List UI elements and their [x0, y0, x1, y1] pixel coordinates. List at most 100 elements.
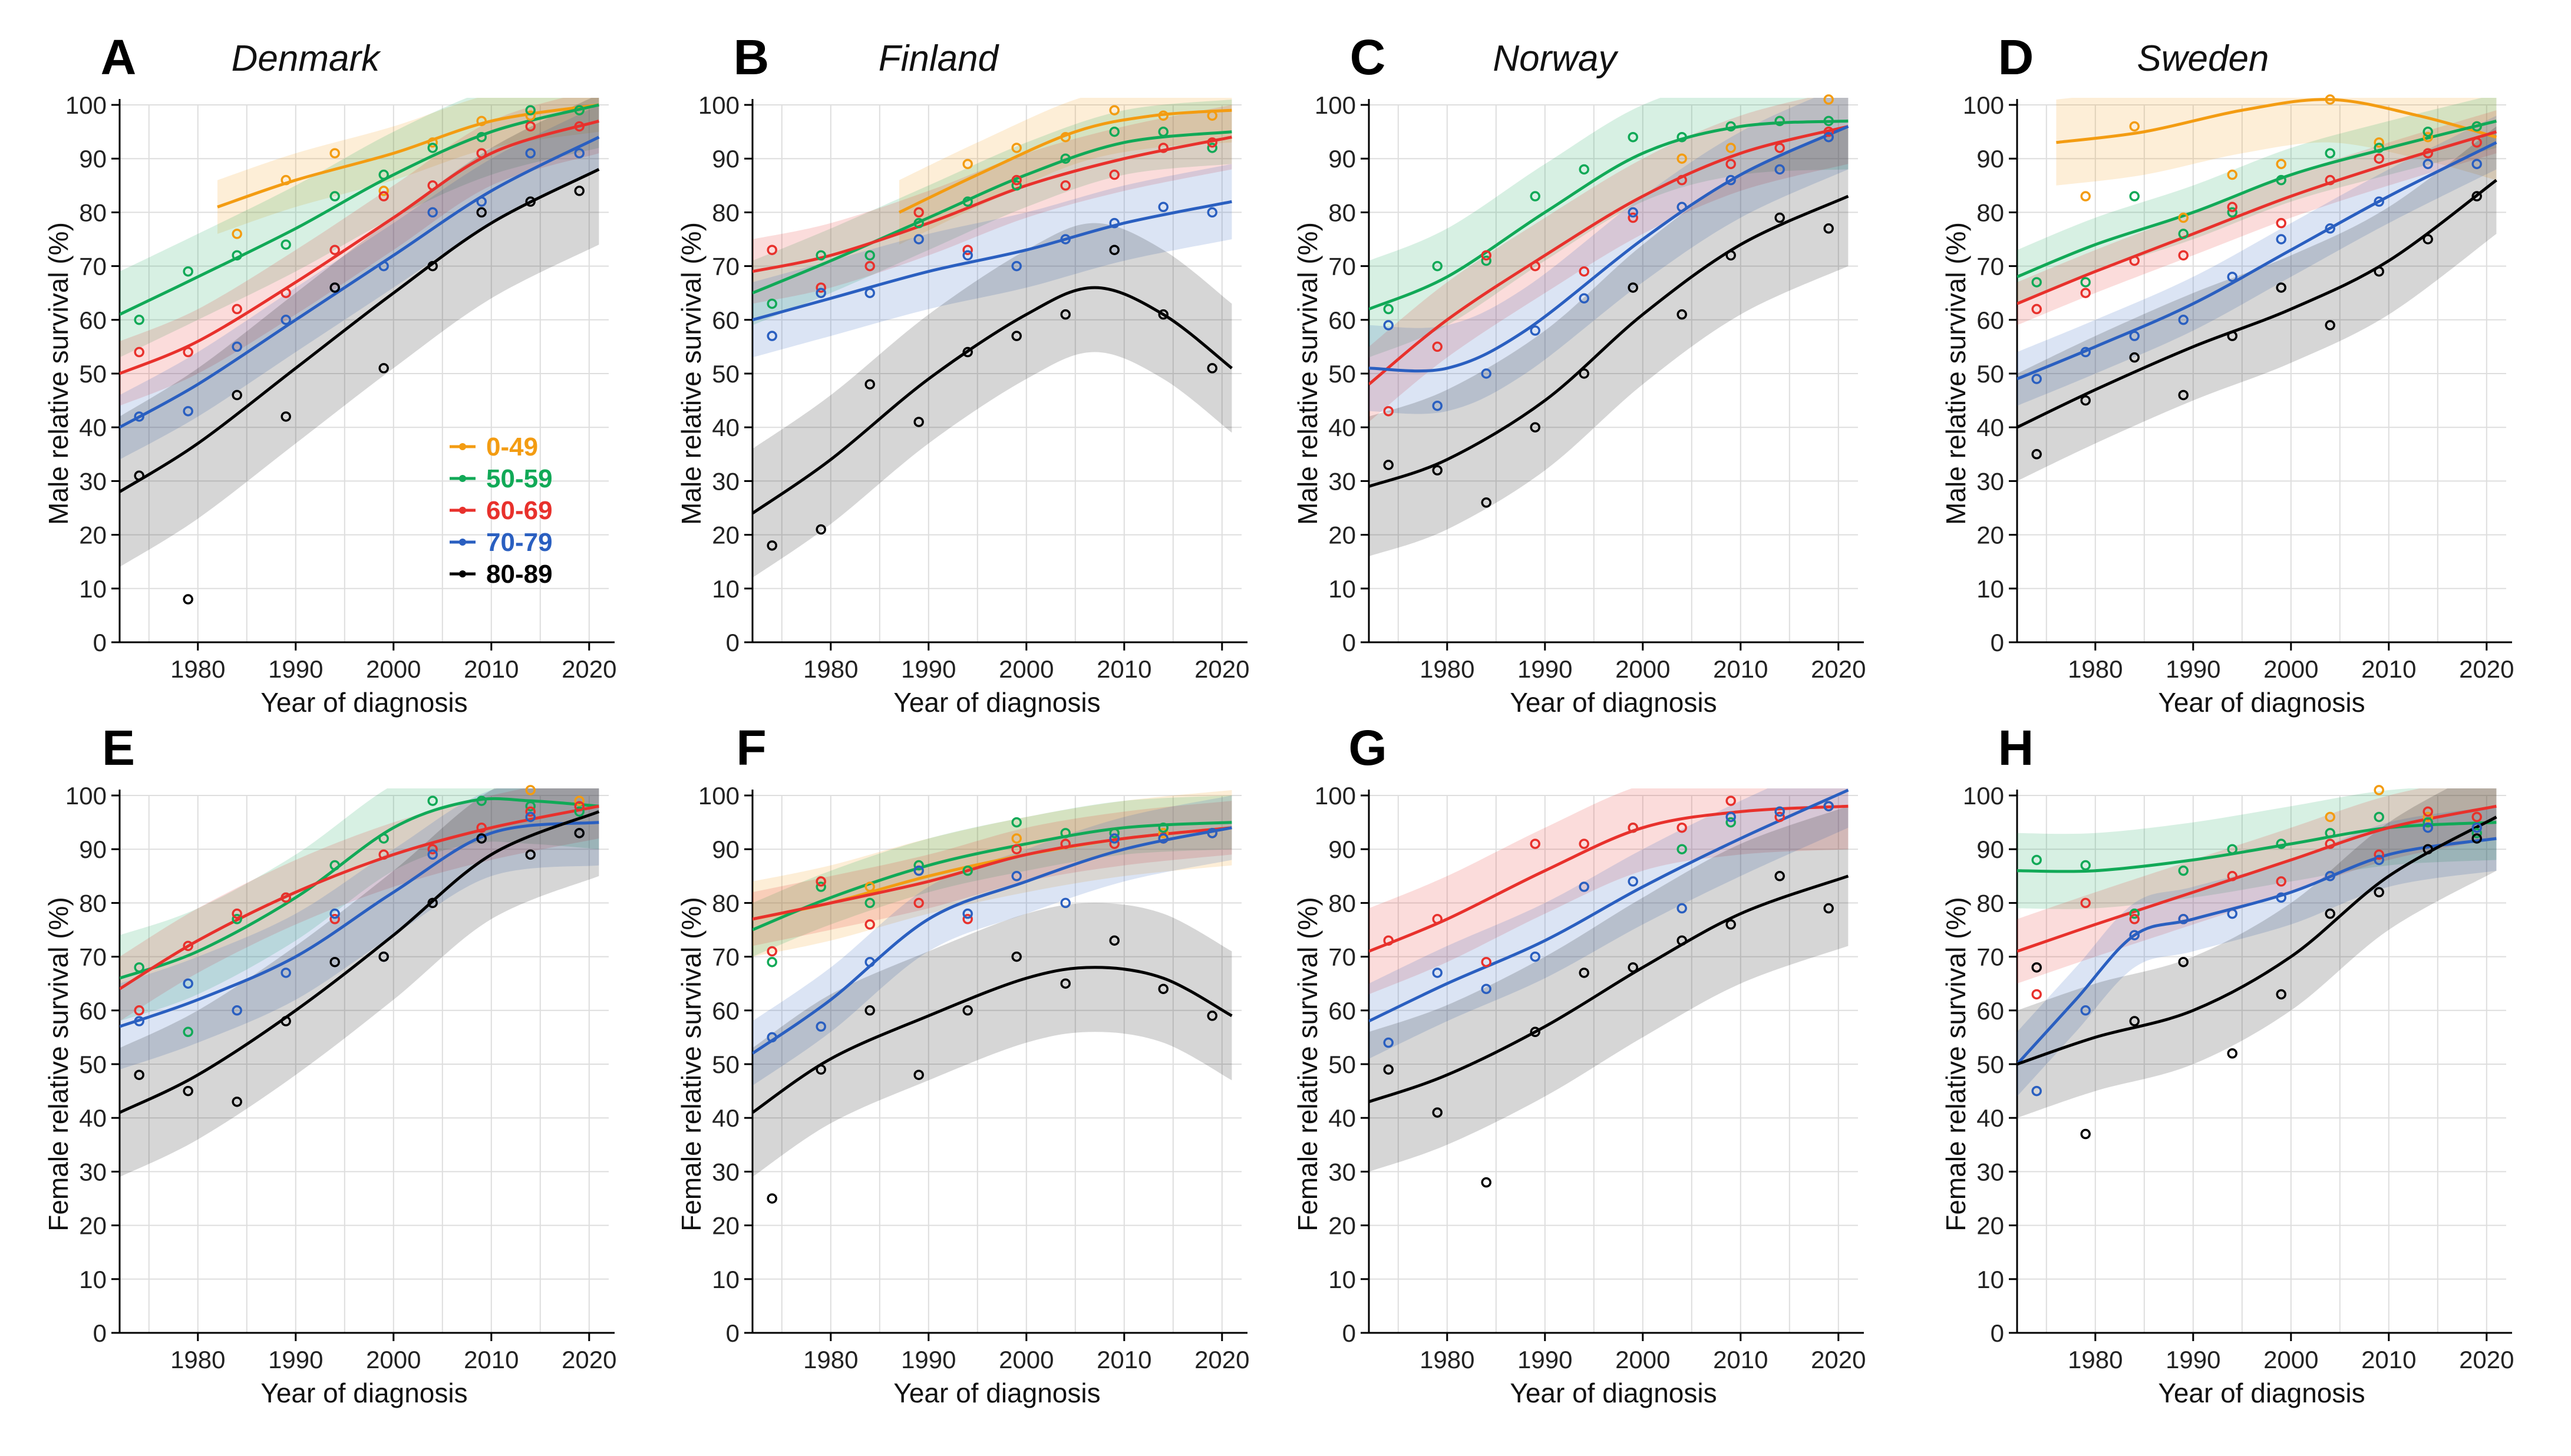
fit-line-50-59	[2017, 119, 2497, 279]
confidence-band-60-69	[120, 788, 599, 1021]
data-point-0-49	[962, 159, 973, 170]
data-point-50-59	[427, 143, 438, 153]
y-tick-label: 70	[1328, 943, 1356, 971]
data-point-50-59	[232, 914, 242, 925]
y-tick-label: 30	[1976, 467, 2004, 495]
y-tick-label: 20	[1328, 1212, 1356, 1240]
data-point-80-89	[1011, 331, 1022, 341]
data-point-50-59	[767, 298, 777, 309]
data-point-50-59	[962, 865, 973, 876]
data-point-60-69	[378, 849, 389, 860]
data-point-70-79	[1432, 968, 1443, 978]
data-point-70-79	[2031, 374, 2042, 384]
data-point-70-79	[1774, 164, 1785, 175]
y-tick-label: 20	[1328, 521, 1356, 549]
x-tick-label: 2020	[562, 655, 616, 683]
data-point-70-79	[2325, 223, 2335, 234]
data-point-50-59	[864, 250, 875, 261]
data-point-70-79	[1011, 260, 1022, 272]
y-tick-label: 40	[712, 414, 740, 441]
fit-line-50-59	[753, 821, 1232, 932]
x-tick-label: 2000	[999, 655, 1054, 683]
data-point-60-69	[232, 303, 242, 315]
y-tick-label: 50	[1976, 360, 2004, 388]
data-point-70-79	[329, 908, 340, 919]
y-tick-label: 100	[1315, 91, 1356, 119]
data-point-60-69	[574, 801, 585, 811]
data-point-50-59	[378, 169, 389, 180]
data-point-0-49	[2423, 811, 2433, 823]
data-point-50-59	[864, 897, 875, 909]
data-point-80-89	[2129, 352, 2140, 363]
data-point-50-59	[2276, 174, 2286, 186]
x-tick-label: 2020	[2459, 655, 2514, 683]
data-point-60-69	[1011, 844, 1022, 854]
data-point-0-49	[2374, 137, 2384, 148]
confidence-band-70-79	[120, 105, 599, 460]
fit-line-50-59	[2017, 821, 2497, 873]
x-tick-label: 2010	[1097, 655, 1151, 683]
data-point-60-69	[1579, 266, 1589, 277]
data-point-80-89	[2423, 234, 2433, 245]
data-point-70-79	[767, 1032, 777, 1043]
data-point-70-79	[767, 331, 777, 341]
y-tick-label: 20	[1976, 1212, 2004, 1240]
panel-letter: F	[736, 720, 766, 775]
y-tick-label: 100	[1963, 782, 2004, 810]
fit-line-0-49	[2056, 98, 2497, 144]
y-tick-label: 100	[65, 91, 107, 119]
y-tick-label: 40	[1976, 1104, 2004, 1132]
y-tick-label: 0	[93, 629, 107, 656]
data-point-60-69	[913, 207, 924, 218]
data-point-0-49	[2423, 131, 2433, 143]
data-point-70-79	[183, 978, 193, 989]
y-tick-label: 70	[712, 943, 740, 971]
y-tick-label: 20	[712, 521, 740, 549]
y-tick-label: 50	[79, 360, 107, 388]
data-point-80-89	[2129, 1016, 2140, 1026]
panel-H: 0 10 20 30 40 50 60 70 80 90 100 1980 1990 2000 2010 20…	[1940, 720, 2514, 1408]
panel-A: 0 10 20 30 40 50 60 70 80 90 100 1980 1990 2000 2010 20…	[43, 29, 617, 718]
data-point-50-59	[1725, 817, 1736, 828]
data-point-50-59	[525, 801, 536, 811]
series-layer	[753, 790, 1233, 1177]
data-point-80-89	[183, 594, 193, 605]
y-tick-label: 30	[1328, 1158, 1356, 1186]
legend-label-0-49: 0-49	[486, 432, 538, 461]
data-point-60-69	[232, 908, 242, 919]
y-tick-label: 40	[1328, 414, 1356, 441]
data-point-70-79	[2178, 914, 2189, 925]
data-point-60-69	[913, 897, 924, 909]
confidence-band-80-89	[753, 903, 1232, 1177]
y-tick-label: 100	[65, 782, 107, 810]
data-point-80-89	[2471, 191, 2482, 202]
data-point-50-59	[134, 315, 144, 325]
data-point-80-89	[1011, 951, 1022, 962]
y-tick-label: 0	[726, 1319, 740, 1347]
data-point-60-69	[2471, 811, 2482, 823]
y-tick-label: 40	[712, 1104, 740, 1132]
data-point-0-49	[2325, 811, 2335, 823]
fit-line-80-89	[753, 966, 1233, 1114]
data-point-50-59	[2080, 860, 2091, 871]
data-point-80-89	[1676, 309, 1687, 320]
data-point-80-89	[2031, 962, 2042, 973]
data-point-70-79	[864, 288, 875, 298]
confidence-band-50-59	[120, 98, 599, 358]
x-tick-label: 1990	[2166, 655, 2220, 683]
data-point-80-89	[427, 260, 438, 272]
data-point-50-59	[183, 266, 193, 277]
y-tick-label: 70	[1328, 253, 1356, 280]
data-point-60-69	[574, 121, 585, 132]
data-point-80-89	[767, 1193, 777, 1204]
y-tick-label: 20	[1976, 521, 2004, 549]
country-title: Denmark	[232, 38, 382, 79]
data-point-50-59	[1530, 191, 1540, 202]
data-point-60-69	[183, 346, 193, 358]
data-point-50-59	[1109, 828, 1120, 838]
y-axis-label: Male relative survival (%)	[1292, 222, 1323, 525]
y-tick-label: 30	[79, 1158, 107, 1186]
data-point-50-59	[476, 131, 487, 143]
fit-line-50-59	[120, 103, 600, 316]
data-point-70-79	[2471, 822, 2482, 833]
